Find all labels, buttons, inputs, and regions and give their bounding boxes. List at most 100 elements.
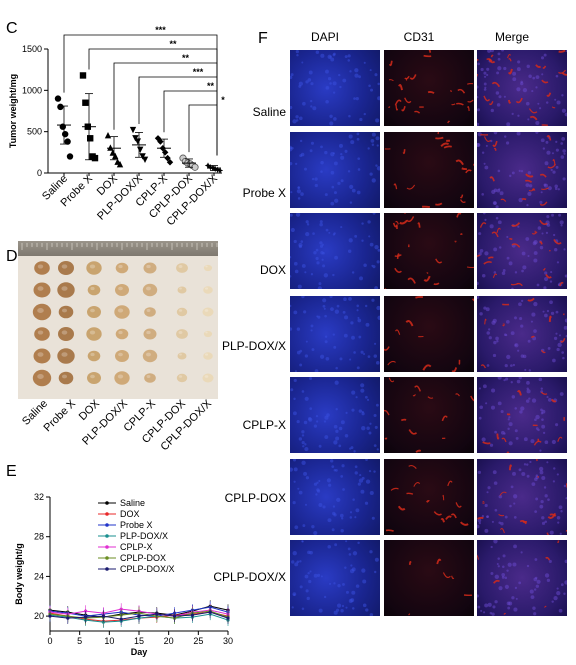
nucleus [478, 387, 481, 390]
nucleus [313, 482, 318, 486]
data-point [214, 166, 221, 173]
nucleus [341, 464, 345, 468]
nucleus [295, 213, 301, 217]
nucleus [508, 261, 513, 266]
nucleus [563, 248, 566, 251]
nucleus [554, 184, 558, 188]
nucleus [323, 420, 327, 423]
vessel [519, 519, 527, 525]
nucleus [301, 607, 305, 611]
vessel [539, 241, 543, 245]
significance-bracket [163, 90, 218, 156]
nucleus [299, 585, 303, 589]
nucleus [322, 251, 325, 255]
nucleus [315, 414, 319, 418]
nucleus [301, 263, 306, 268]
nucleus [513, 502, 516, 505]
row-label: DOX [259, 263, 286, 277]
series-point [119, 617, 123, 621]
nucleus [334, 380, 339, 385]
nucleus [354, 73, 359, 78]
nucleus [513, 494, 518, 499]
nucleus [551, 439, 556, 445]
nucleus [295, 162, 298, 165]
nucleus [526, 387, 529, 390]
micrograph-merge [477, 132, 567, 208]
nucleus [556, 347, 560, 352]
vessel [433, 511, 442, 516]
nucleus [492, 605, 496, 609]
micrograph-texture [384, 132, 474, 208]
nucleus [517, 349, 520, 352]
nucleus [563, 152, 566, 155]
nucleus [375, 136, 380, 141]
nucleus [338, 73, 341, 77]
nucleus [490, 108, 494, 113]
vessel [547, 512, 557, 519]
nucleus [478, 416, 482, 420]
nucleus [317, 286, 322, 289]
nucleus [545, 231, 549, 235]
nucleus [361, 426, 366, 431]
nucleus [318, 444, 322, 448]
micrograph-texture [290, 213, 380, 289]
nucleus [485, 307, 490, 312]
row-label: CPLP-DOX/X [213, 570, 286, 584]
nucleus [290, 275, 292, 278]
vessel [511, 222, 521, 227]
micrograph-texture [290, 377, 379, 453]
series-point [226, 616, 230, 620]
nucleus [302, 524, 306, 528]
vessel [467, 99, 474, 103]
vessel [384, 409, 390, 416]
nucleus [520, 551, 523, 554]
tumor-highlight [178, 309, 183, 312]
vessel [437, 132, 440, 135]
y-axis-label: Body weight/g [14, 543, 24, 605]
vessel [385, 529, 394, 532]
micrograph-cd31 [384, 377, 474, 453]
nucleus [296, 189, 302, 194]
nucleus [488, 336, 492, 340]
nucleus [556, 261, 560, 264]
nucleus [501, 572, 506, 577]
nucleus [539, 470, 544, 475]
tumor-highlight [61, 286, 68, 291]
nucleus [335, 429, 339, 433]
micrograph-texture [291, 540, 379, 616]
nucleus [511, 395, 516, 399]
nucleus [536, 283, 540, 287]
vessel [423, 275, 431, 282]
nucleus [547, 397, 552, 402]
nucleus [295, 115, 299, 119]
nucleus [313, 251, 317, 255]
tumor-highlight [117, 374, 124, 379]
nucleus [311, 177, 315, 181]
nucleus [531, 398, 537, 403]
nucleus [340, 517, 344, 520]
nucleus [547, 347, 551, 350]
nucleus [562, 177, 566, 181]
nucleus [320, 575, 323, 578]
vessel [427, 396, 434, 399]
nucleus [348, 134, 353, 139]
nucleus [477, 62, 480, 66]
x-axis-label: Day [131, 647, 148, 657]
nucleus [342, 582, 345, 586]
series-point [190, 613, 194, 617]
nucleus [561, 137, 566, 141]
nucleus [361, 476, 365, 480]
nucleus [377, 315, 380, 320]
nucleus [564, 580, 567, 585]
y-tick-label: 500 [27, 127, 42, 137]
vessel [491, 231, 499, 238]
nucleus [357, 541, 360, 545]
nucleus [301, 296, 305, 299]
nucleus [482, 274, 486, 278]
nucleus [290, 227, 295, 233]
vessel [533, 440, 542, 446]
nucleus [355, 96, 359, 101]
nucleus [293, 459, 297, 462]
nucleus [340, 152, 343, 156]
nucleus [365, 322, 370, 327]
